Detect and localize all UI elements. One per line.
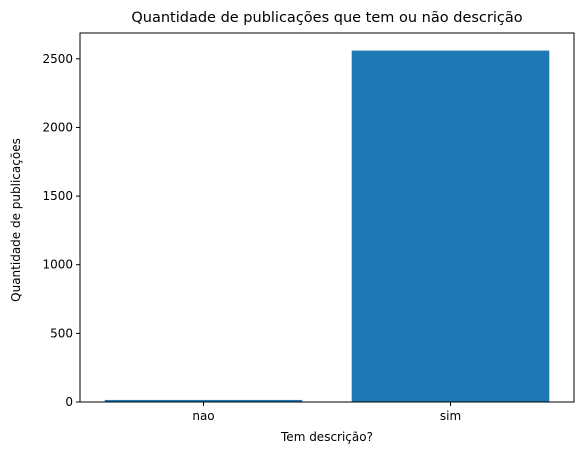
plot-frame: [79, 32, 575, 403]
y-tick-label-1500: 1500: [42, 189, 73, 203]
y-tick-label-2500: 2500: [42, 52, 73, 66]
y-axis-label: Quantidade de publicações: [9, 138, 23, 302]
x-tick-label-sim: sim: [440, 409, 461, 423]
y-tick-label-0: 0: [65, 395, 73, 409]
y-tick-label-1000: 1000: [42, 258, 73, 272]
x-tick-label-nao: nao: [192, 409, 214, 423]
plot-area: nao sim 0 500 1000 1500 2000 2500: [42, 32, 575, 423]
bar-nao: [104, 399, 303, 402]
y-tick-label-2000: 2000: [42, 120, 73, 134]
bar-sim: [351, 50, 550, 402]
y-tick-label-500: 500: [50, 326, 73, 340]
chart-title: Quantidade de publicações que tem ou não…: [131, 10, 522, 26]
x-axis-label: Tem descrição?: [280, 430, 373, 444]
